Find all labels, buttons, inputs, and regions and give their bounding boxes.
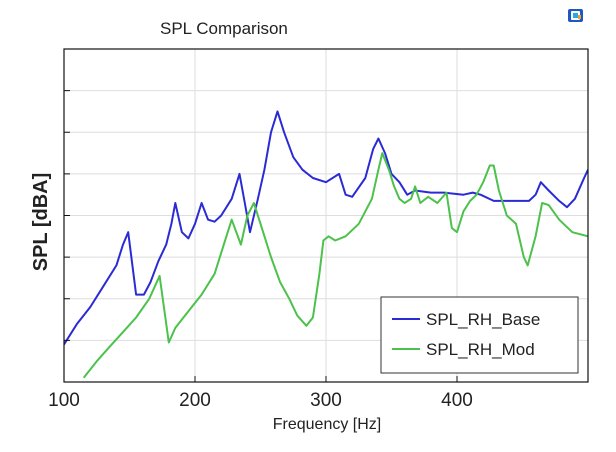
x-tick-label: 300	[310, 390, 342, 411]
legend-label: SPL_RH_Base	[426, 310, 540, 329]
grid	[64, 49, 588, 382]
series-line-spl-rh-base	[64, 110, 588, 346]
y-axis-label: SPL [dBA]	[30, 173, 52, 272]
window-icon[interactable]	[568, 9, 583, 22]
legend: SPL_RH_Base SPL_RH_Mod	[380, 296, 579, 374]
x-axis-label: Frequency [Hz]	[273, 416, 381, 433]
x-tick-label: 200	[179, 390, 211, 411]
x-tick-label: 400	[441, 390, 473, 411]
x-tick-label: 100	[48, 390, 80, 411]
legend-label: SPL_RH_Mod	[426, 340, 535, 359]
series-line-spl-rh-mod	[82, 152, 588, 379]
chart-title: SPL Comparison	[160, 19, 288, 38]
series-group	[64, 110, 588, 379]
x-ticks: 100 200 300 400	[48, 90, 473, 411]
